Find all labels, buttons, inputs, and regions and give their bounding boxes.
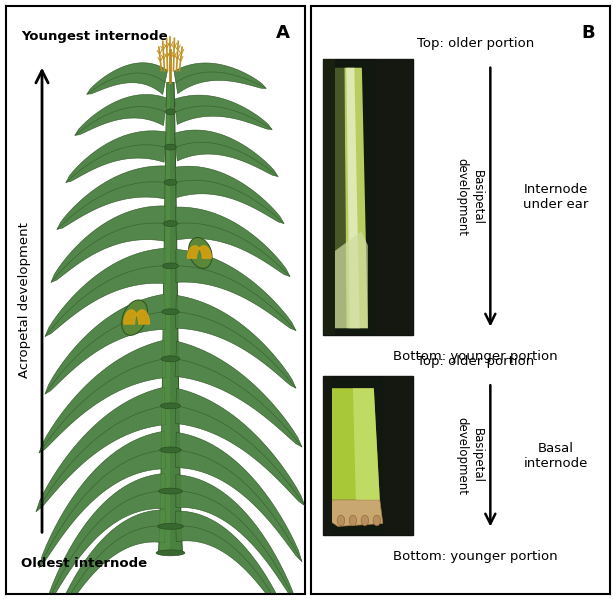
Polygon shape [163,266,171,312]
Ellipse shape [164,144,176,150]
Ellipse shape [361,515,368,526]
Polygon shape [162,359,179,406]
Ellipse shape [159,488,182,494]
Polygon shape [163,312,178,359]
Text: Acropetal development: Acropetal development [18,222,31,378]
Polygon shape [165,147,176,182]
Polygon shape [45,294,166,394]
Bar [377,59,413,335]
Text: Bottom: younger portion: Bottom: younger portion [393,350,557,363]
Polygon shape [174,95,272,130]
Polygon shape [166,112,176,147]
Ellipse shape [188,238,212,268]
Polygon shape [160,491,171,526]
Polygon shape [165,147,171,182]
Ellipse shape [122,300,148,335]
Polygon shape [174,130,278,176]
Polygon shape [45,473,165,600]
Polygon shape [164,182,171,224]
Polygon shape [36,387,166,512]
Ellipse shape [337,515,345,526]
Polygon shape [75,94,167,136]
Polygon shape [161,406,179,450]
Bar [323,59,413,335]
Polygon shape [158,526,182,553]
Ellipse shape [163,221,177,226]
Polygon shape [175,166,284,224]
Text: Basal
internode: Basal internode [524,442,588,470]
Text: B: B [582,23,595,41]
Polygon shape [174,63,266,94]
Polygon shape [164,224,171,266]
Ellipse shape [158,523,184,529]
Polygon shape [158,526,171,553]
Polygon shape [176,475,296,600]
Polygon shape [166,112,171,147]
Text: Internode
under ear: Internode under ear [524,183,589,211]
Ellipse shape [349,515,357,526]
Bar [383,376,413,535]
Bar [323,376,332,535]
Polygon shape [176,433,302,562]
Polygon shape [175,388,305,506]
Text: Youngest internode: Youngest internode [21,29,168,43]
Polygon shape [346,68,360,328]
Ellipse shape [162,309,179,314]
Polygon shape [87,63,168,94]
Polygon shape [166,82,171,112]
Ellipse shape [161,356,180,362]
Polygon shape [51,206,166,283]
Text: Bottom: younger portion: Bottom: younger portion [393,550,557,563]
Polygon shape [161,450,180,491]
Ellipse shape [160,403,180,409]
Text: Top: older portion: Top: older portion [417,37,534,50]
Polygon shape [160,491,181,526]
Text: Basipetal
development: Basipetal development [455,158,484,236]
Ellipse shape [373,515,381,526]
Polygon shape [353,388,380,500]
Polygon shape [335,232,368,328]
Polygon shape [39,431,166,568]
Polygon shape [51,510,166,600]
Polygon shape [344,68,368,328]
Ellipse shape [160,447,181,453]
Polygon shape [162,359,171,406]
Ellipse shape [163,263,179,269]
Polygon shape [39,340,166,453]
Polygon shape [164,182,176,224]
Polygon shape [164,224,177,266]
Bar [323,376,413,535]
Polygon shape [175,341,302,447]
Text: A: A [276,23,290,41]
Text: Basipetal
development: Basipetal development [455,417,484,495]
Polygon shape [176,295,296,388]
Ellipse shape [166,109,176,115]
Polygon shape [161,406,171,450]
Polygon shape [176,250,296,331]
Polygon shape [66,131,166,182]
Polygon shape [335,68,346,328]
Bar [323,59,335,335]
Polygon shape [57,166,166,229]
Polygon shape [163,312,171,359]
Polygon shape [45,248,165,337]
Text: Top: older portion: Top: older portion [417,355,534,368]
Ellipse shape [156,550,185,556]
Polygon shape [163,266,177,312]
Polygon shape [161,450,171,491]
Polygon shape [329,500,383,526]
Polygon shape [176,511,290,600]
Polygon shape [176,207,290,277]
Text: Oldest internode: Oldest internode [21,557,147,571]
Polygon shape [332,388,380,500]
Polygon shape [166,82,175,112]
Ellipse shape [164,179,177,185]
